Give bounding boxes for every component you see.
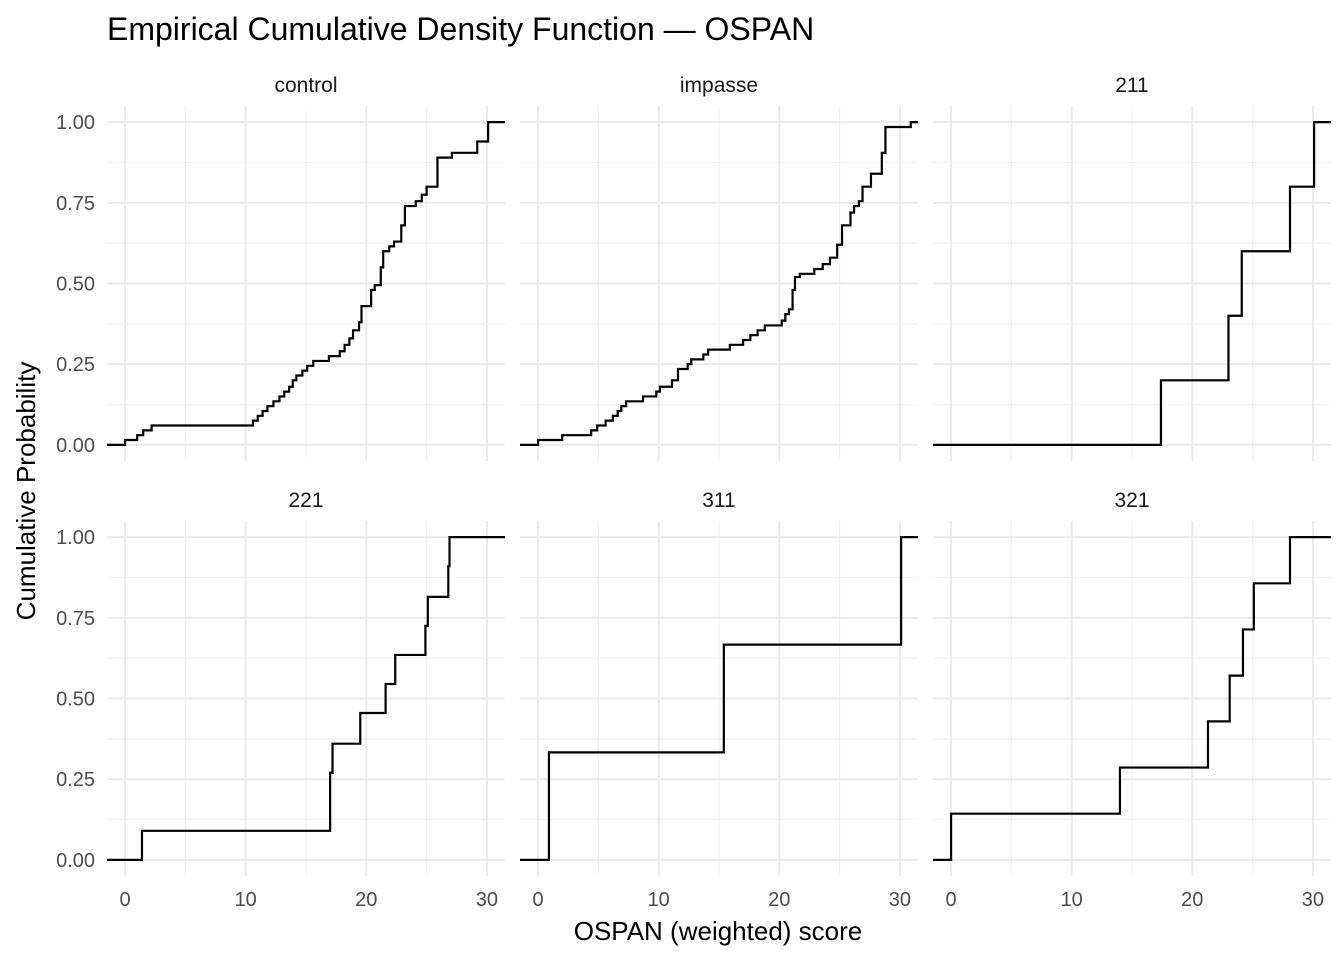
x-tick-label: 30 — [889, 889, 911, 911]
x-tick-label: 0 — [533, 889, 544, 911]
facet-panel-221: 221 0.00 0.25 0.50 0.75 1.00 0 10 20 30 — [56, 489, 505, 911]
facet-strip-label: control — [274, 74, 337, 97]
facet-strip-label: 321 — [1114, 489, 1149, 512]
x-tick-label: 0 — [120, 889, 131, 911]
facet-strip-label: 221 — [288, 489, 323, 512]
facet-panel-control: control 0.00 0.25 0.50 0.75 1.00 — [56, 74, 505, 461]
ecdf-line-impasse — [520, 121, 918, 446]
x-tick-label: 30 — [1302, 889, 1324, 911]
y-tick-label: 1.00 — [56, 527, 95, 549]
facet-panel-311: 311 0 10 20 30 — [520, 489, 918, 911]
chart-title: Empirical Cumulative Density Function — … — [107, 11, 814, 47]
y-tick-label: 0.50 — [56, 689, 95, 711]
facet-panel-211: 211 — [933, 74, 1331, 461]
facet-panel-impasse: impasse — [520, 74, 918, 461]
ecdf-line-311 — [520, 536, 918, 861]
facet-strip-label: impasse — [680, 74, 758, 97]
ecdf-line-control — [107, 121, 505, 446]
facet-strip-label: 211 — [1115, 74, 1148, 97]
x-tick-label: 10 — [235, 889, 257, 911]
x-tick-label: 10 — [648, 889, 670, 911]
x-axis-label: OSPAN (weighted) score — [574, 916, 863, 946]
facet-panel-321: 321 0 10 20 30 — [933, 489, 1331, 911]
y-tick-label: 0.50 — [56, 274, 95, 296]
y-tick-label: 0.75 — [56, 608, 95, 630]
x-tick-label: 0 — [946, 889, 957, 911]
y-tick-label: 0.25 — [56, 354, 95, 376]
y-tick-label: 0.00 — [56, 435, 95, 457]
x-tick-label: 20 — [768, 889, 790, 911]
x-tick-label: 20 — [1181, 889, 1203, 911]
y-tick-label: 0.25 — [56, 769, 95, 791]
x-tick-label: 10 — [1061, 889, 1083, 911]
y-axis-label: Cumulative Probability — [11, 362, 41, 621]
ecdf-line-321 — [933, 536, 1331, 861]
y-tick-label: 0.75 — [56, 193, 95, 215]
ecdf-line-211 — [933, 121, 1331, 446]
facet-panels: control 0.00 0.25 0.50 0.75 1.00 impasse 211 221… — [56, 74, 1331, 911]
x-tick-label: 30 — [476, 889, 498, 911]
y-tick-label: 1.00 — [56, 112, 95, 134]
ecdf-line-221 — [107, 536, 505, 861]
facet-strip-label: 311 — [702, 489, 735, 512]
y-tick-label: 0.00 — [56, 850, 95, 872]
x-tick-label: 20 — [355, 889, 377, 911]
